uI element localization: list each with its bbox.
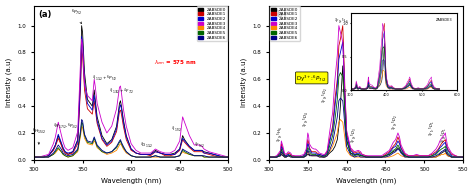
- Text: $^7F_0$-$^5L_6$: $^7F_0$-$^5L_6$: [334, 17, 349, 26]
- Legend: ZABSDE0, ZABSDE1, ZABSDE2, ZABSDE3, ZABSDE4, ZABSDE5, ZABSDE6: ZABSDE0, ZABSDE1, ZABSDE2, ZABSDE3, ZABS…: [270, 6, 300, 41]
- Y-axis label: Intensity (a.u): Intensity (a.u): [240, 58, 247, 107]
- Text: $^7F_0$-$^5G_2$: $^7F_0$-$^5G_2$: [320, 87, 330, 103]
- Text: $\lambda_{ems}$ = 613 nm: $\lambda_{ems}$ = 613 nm: [385, 77, 430, 86]
- Text: $\lambda_{em}$ = 575 nm: $\lambda_{em}$ = 575 nm: [155, 58, 197, 67]
- X-axis label: Wavelength (nm): Wavelength (nm): [336, 178, 396, 184]
- Text: (b): (b): [273, 10, 287, 19]
- Text: $^7F_0$-$^5H_6$: $^7F_0$-$^5H_6$: [275, 126, 285, 142]
- Text: Dy$^{3+}$:$^6P_{7/2}$: Dy$^{3+}$:$^6P_{7/2}$: [297, 73, 327, 83]
- Text: $^4I_{11/2}+^6P_{5/2}$: $^4I_{11/2}+^6P_{5/2}$: [92, 73, 118, 83]
- X-axis label: Wavelength (nm): Wavelength (nm): [101, 178, 161, 184]
- Text: $^4I_{15/2}$: $^4I_{15/2}$: [171, 124, 182, 134]
- Text: $^7F_0$-$^5D_2$: $^7F_0$-$^5D_2$: [390, 114, 400, 130]
- Text: (a): (a): [38, 10, 51, 19]
- Legend: ZABSDE0, ZABSDE1, ZABSDE2, ZABSDE3, ZABSDE4, ZABSDE5, ZABSDE6: ZABSDE0, ZABSDE1, ZABSDE2, ZABSDE3, ZABS…: [197, 6, 228, 41]
- Text: $^7F_1$-$^5D_1$: $^7F_1$-$^5D_1$: [427, 121, 437, 136]
- Text: $^6H_{15/2}$: $^6H_{15/2}$: [32, 127, 46, 144]
- Text: $^7F_0$-$^5D_4$: $^7F_0$-$^5D_4$: [301, 111, 311, 127]
- Text: $^6P_{7/2}$: $^6P_{7/2}$: [71, 7, 82, 24]
- Y-axis label: Intensity (a.u): Intensity (a.u): [6, 58, 12, 107]
- Text: $^7F_0$-$^5D_3$: $^7F_0$-$^5D_3$: [349, 127, 359, 143]
- Text: $^7F_0$-$^5D_1$: $^7F_0$-$^5D_1$: [439, 127, 449, 143]
- Text: $^4M_{17/2},^6P_{3/2}$: $^4M_{17/2},^6P_{3/2}$: [54, 121, 78, 131]
- Text: $^4F_{9/2}$: $^4F_{9/2}$: [194, 140, 204, 150]
- Text: $^4I_{13/2}+^4F_{7/2}$: $^4I_{13/2}+^4F_{7/2}$: [109, 86, 134, 96]
- Text: $^4G_{11/2}$: $^4G_{11/2}$: [140, 140, 153, 150]
